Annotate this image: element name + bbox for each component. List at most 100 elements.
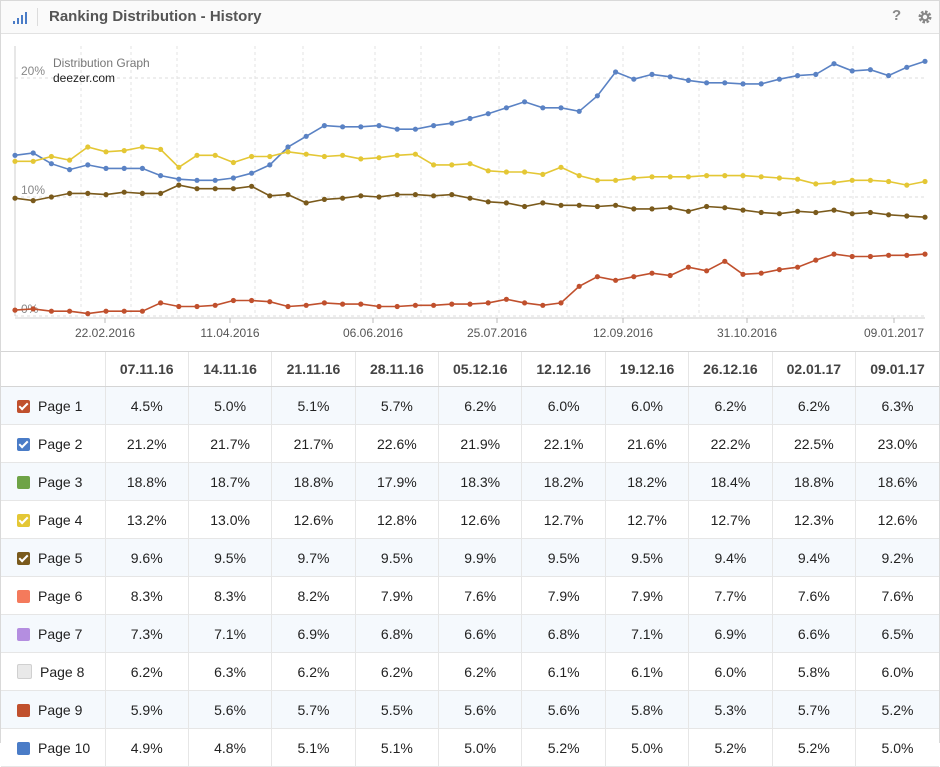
data-point xyxy=(904,182,910,188)
data-point xyxy=(795,208,801,214)
data-point xyxy=(922,214,928,220)
value-cell: 22.2% xyxy=(688,424,773,463)
data-point xyxy=(139,165,145,171)
data-point xyxy=(503,200,509,206)
data-point xyxy=(740,81,746,87)
y-tick-label: 10% xyxy=(21,183,45,197)
value-cell: 21.7% xyxy=(271,424,356,463)
table-header-corner xyxy=(1,351,105,387)
x-tick-label: 22.02.2016 xyxy=(75,326,135,340)
gear-icon[interactable] xyxy=(917,9,933,25)
data-point xyxy=(740,207,746,213)
data-point xyxy=(121,148,127,154)
table-header-row: 07.11.16 14.11.16 21.11.16 28.11.16 05.12.16… xyxy=(1,351,939,387)
series-checkbox[interactable] xyxy=(17,663,32,679)
series-checkbox[interactable] xyxy=(17,627,30,641)
chart-domain: deezer.com xyxy=(53,71,116,85)
value-cell: 7.6% xyxy=(438,576,522,615)
value-cell: 5.0% xyxy=(855,728,939,767)
series-checkbox[interactable] xyxy=(17,589,30,603)
value-cell: 8.3% xyxy=(104,576,189,615)
data-point xyxy=(467,115,473,122)
value-cell: 12.3% xyxy=(771,500,856,539)
series-checkbox[interactable] xyxy=(17,551,30,565)
value-cell: 6.2% xyxy=(104,652,189,691)
column-header: 09.01.17 xyxy=(855,351,939,387)
value-cell: 5.7% xyxy=(271,690,356,729)
value-cell: 5.1% xyxy=(271,728,356,767)
value-cell: 6.2% xyxy=(271,652,356,691)
value-cell: 7.3% xyxy=(104,614,189,653)
value-cell: 21.7% xyxy=(187,424,272,463)
widget-header: Ranking Distribution - History ? xyxy=(1,1,939,34)
data-point xyxy=(667,272,673,279)
data-point xyxy=(722,173,728,179)
data-point xyxy=(249,153,255,160)
table-row: Page 2 21.2% 21.7% 21.7% 22.6% 21.9% 22.1% 21.6… xyxy=(1,424,939,463)
column-header: 12.12.16 xyxy=(521,351,606,387)
data-point xyxy=(613,69,619,75)
data-point xyxy=(631,206,637,212)
value-cell: 6.6% xyxy=(771,614,856,653)
data-point xyxy=(85,162,91,168)
data-point xyxy=(340,195,346,201)
value-cell: 7.9% xyxy=(604,576,689,615)
data-point xyxy=(376,155,382,161)
value-cell: 7.1% xyxy=(187,614,272,653)
value-cell: 18.6% xyxy=(855,462,939,501)
data-point xyxy=(795,176,801,182)
value-cell: 13.0% xyxy=(187,500,272,539)
data-point xyxy=(558,105,564,111)
data-point xyxy=(67,190,73,196)
series-checkbox[interactable] xyxy=(17,475,30,489)
data-point xyxy=(230,297,236,304)
data-point xyxy=(522,300,528,306)
data-point xyxy=(849,177,855,183)
value-cell: 9.2% xyxy=(855,538,939,577)
data-point xyxy=(30,150,36,156)
data-point xyxy=(831,180,837,186)
data-point xyxy=(795,264,801,270)
data-point xyxy=(85,190,91,196)
row-label: Page 1 xyxy=(38,397,83,414)
data-point xyxy=(649,71,655,77)
line-chart: 0%10%20%22.02.2016 11.04.2016 06.06.2016 25… xyxy=(12,46,928,340)
data-point xyxy=(904,64,910,70)
series-checkbox[interactable] xyxy=(17,741,30,755)
series-checkbox[interactable] xyxy=(17,513,30,527)
data-point xyxy=(340,301,346,307)
data-point xyxy=(685,264,692,270)
data-point xyxy=(303,133,309,139)
value-cell: 5.2% xyxy=(855,690,939,729)
data-point xyxy=(158,190,164,196)
value-cell: 18.3% xyxy=(438,462,522,501)
data-point xyxy=(449,301,455,307)
data-point xyxy=(704,80,710,86)
data-point xyxy=(631,76,637,82)
data-point xyxy=(667,74,673,80)
data-point xyxy=(758,270,764,276)
data-point xyxy=(849,68,855,74)
value-cell: 6.0% xyxy=(521,386,606,425)
data-point xyxy=(467,161,473,167)
data-point xyxy=(48,194,55,200)
data-point xyxy=(558,202,564,208)
data-point xyxy=(813,209,819,216)
data-point xyxy=(849,253,855,260)
value-cell: 7.6% xyxy=(771,576,856,615)
series-checkbox[interactable] xyxy=(17,703,30,717)
data-point xyxy=(230,186,236,192)
data-point xyxy=(212,302,218,308)
data-point xyxy=(722,80,728,86)
checkmark-icon xyxy=(18,514,29,524)
data-point xyxy=(394,126,400,132)
data-point xyxy=(340,152,346,158)
value-cell: 7.6% xyxy=(855,576,939,615)
series-checkbox[interactable] xyxy=(17,399,30,413)
help-icon[interactable]: ? xyxy=(892,7,902,24)
row-label: Page 6 xyxy=(38,587,83,604)
value-cell: 9.9% xyxy=(438,538,522,577)
series-checkbox[interactable] xyxy=(17,437,30,451)
data-point xyxy=(376,194,382,200)
column-header: 26.12.16 xyxy=(688,351,773,387)
